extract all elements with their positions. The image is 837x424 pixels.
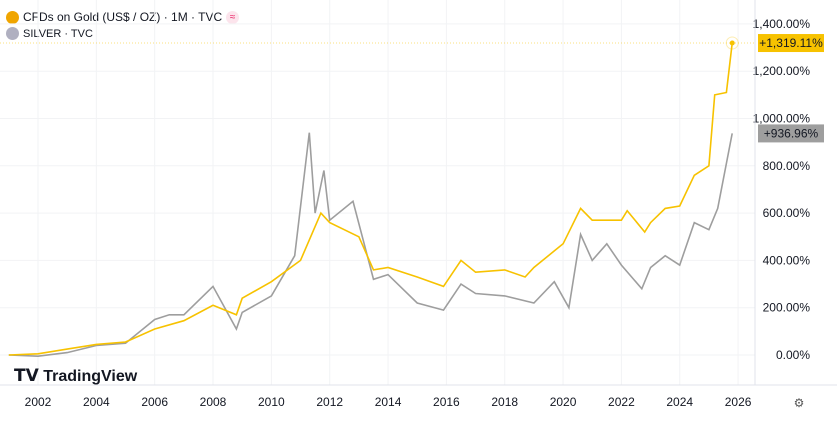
- gold-last-point: [729, 40, 735, 46]
- x-tick-label: 2010: [258, 395, 285, 409]
- gold-last-point-halo: [725, 36, 739, 50]
- x-tick-label: 2026: [725, 395, 752, 409]
- y-tick-label: 0.00%: [776, 348, 810, 362]
- x-tick-label: 2006: [141, 395, 168, 409]
- y-tick-label: 800.00%: [763, 159, 811, 173]
- x-tick-label: 2018: [491, 395, 518, 409]
- approx-icon: ≈: [226, 10, 240, 24]
- x-tick-label: 2024: [666, 395, 693, 409]
- legend-gold-label: CFDs on Gold (US$ / OZ) · 1M · TVC: [23, 10, 223, 24]
- y-tick-label: 400.00%: [763, 253, 811, 267]
- legend-silver[interactable]: SILVER · TVC: [6, 27, 93, 40]
- legend-silver-label: SILVER · TVC: [23, 27, 93, 40]
- y-tick-label: 1,000.00%: [753, 112, 811, 126]
- y-tick-label: 1,200.00%: [753, 64, 811, 78]
- last-value-badge-gold: +1,319.11%: [759, 36, 823, 50]
- series-line-silver: [8, 132, 733, 358]
- legend-gold[interactable]: CFDs on Gold (US$ / OZ) · 1M · TVC ≈: [6, 10, 240, 24]
- y-tick-label: 200.00%: [763, 301, 811, 315]
- logo-text: TradingView: [43, 368, 138, 385]
- gold-symbol-icon: [6, 10, 19, 24]
- last-value-badge-bg: [758, 124, 824, 143]
- x-tick-label: 2004: [83, 395, 110, 409]
- last-value-badge-bg: [758, 34, 824, 53]
- y-tick-label: 600.00%: [763, 206, 811, 220]
- x-tick-label: 2014: [375, 395, 402, 409]
- series-line-gold: [8, 43, 733, 356]
- x-tick-label: 2020: [550, 395, 577, 409]
- x-tick-label: 2008: [200, 395, 227, 409]
- silver-symbol-icon: [6, 27, 19, 40]
- x-tick-label: 2002: [25, 395, 52, 409]
- x-tick-label: 2016: [433, 395, 460, 409]
- gear-icon[interactable]: ⚙: [794, 396, 805, 410]
- x-tick-label: 2012: [316, 395, 343, 409]
- x-tick-label: 2022: [608, 395, 635, 409]
- tradingview-logo[interactable]: 𝗧𝗩 TradingView: [14, 366, 138, 385]
- y-tick-label: 1,400.00%: [753, 17, 811, 31]
- last-value-badge-silver: +936.96%: [764, 126, 819, 140]
